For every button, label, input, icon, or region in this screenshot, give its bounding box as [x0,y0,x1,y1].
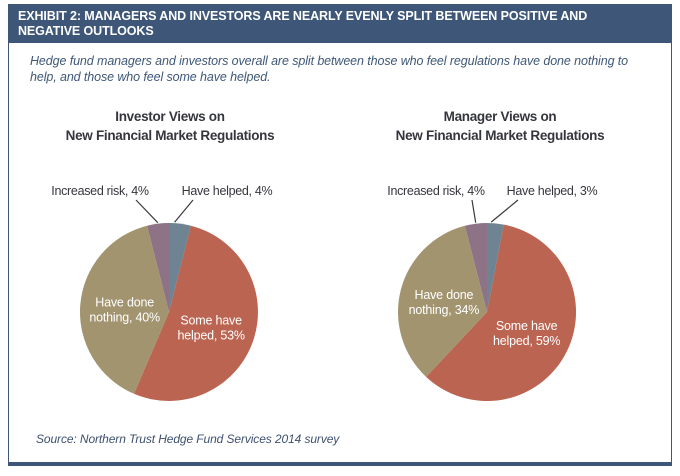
callout-leader-line [135,199,159,224]
callout-leader-line [174,199,194,223]
chart-investor-views: Investor Views on New Financial Market R… [10,0,330,420]
manager-pie-chart: Have helped, 3% Some have helped, 59% Have … [387,184,598,402]
pie-slice-have-helped [487,223,504,312]
exhibit-box [8,4,672,466]
callout-leader-line [490,199,519,223]
slice-inside-label: Some have helped, 59% [493,319,560,348]
source-note: Source: Northern Trust Hedge Fund Servic… [36,432,340,446]
pie-slice-have-done-nothing [79,225,169,394]
chart-manager-views: Manager Views on New Financial Market Re… [340,0,660,420]
pie-slice-some-have-helped [134,225,258,401]
chart-title-manager: Manager Views on New Financial Market Re… [340,107,660,145]
slice-callout-label: Have helped, 4% [182,184,273,198]
exhibit-subtitle: Hedge fund managers and investors overal… [30,54,629,84]
slice-inside-label: Have done nothing, 40% [89,296,160,325]
slice-callout-label: Increased risk, 4% [51,184,149,198]
slice-inside-label: Have done nothing, 34% [409,288,480,317]
callout-leader-line [471,199,477,223]
chart-title-line1: Investor Views on [115,109,225,124]
pie-slice-increased-risk [147,222,169,312]
slice-callout-label: Increased risk, 4% [387,184,485,198]
chart-title-line2: New Financial Market Regulations [65,128,275,143]
slice-callout-label: Have helped, 3% [507,184,598,198]
chart-title-line2: New Financial Market Regulations [395,128,605,143]
pie-slice-some-have-helped [426,224,577,402]
chart-title-investor: Investor Views on New Financial Market R… [10,107,330,145]
pie-slice-have-helped [169,222,191,312]
exhibit-header-bar: EXHIBIT 2: MANAGERS AND INVESTORS ARE NE… [8,4,672,43]
pie-slice-increased-risk [464,223,487,312]
slice-inside-label: Some have helped, 53% [177,313,244,342]
exhibit-title: EXHIBIT 2: MANAGERS AND INVESTORS ARE NE… [18,9,588,38]
investor-pie-chart: Have helped, 4% Some have helped, 53% Have … [51,184,273,401]
pie-slice-have-done-nothing [398,225,487,377]
chart-title-line1: Manager Views on [443,109,557,124]
